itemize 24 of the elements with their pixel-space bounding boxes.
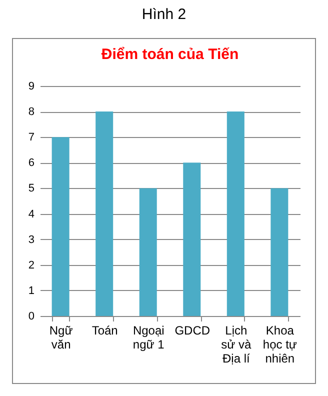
bar — [139, 188, 157, 316]
y-tick-label: 0 — [28, 310, 34, 322]
y-tick-label: 9 — [28, 80, 34, 92]
x-tick-label: Ngữ văn — [49, 324, 73, 352]
bar — [96, 112, 114, 316]
y-tick-label: 8 — [28, 106, 34, 118]
y-tick-label: 1 — [28, 284, 34, 297]
x-tick-label: Khoa học tự nhiên — [262, 324, 297, 366]
y-tick-label: 7 — [28, 132, 34, 144]
bar — [270, 188, 288, 316]
text: Hình 2 — [140, 6, 188, 25]
bar — [183, 162, 201, 316]
x-tick-label: Toán — [92, 324, 118, 338]
y-tick-label: 6 — [28, 157, 34, 170]
x-tick-label: Ngoại ngữ 1 — [132, 324, 165, 352]
y-tick-label: 5 — [28, 182, 34, 195]
x-tick-label: GDCD — [174, 324, 210, 338]
bar — [226, 112, 244, 316]
y-tick-label: 3 — [28, 234, 34, 246]
x-tick-label: Lịch sử và Địa lí — [221, 324, 252, 366]
y-tick-label: 4 — [28, 208, 34, 220]
y-tick-label: 2 — [28, 259, 34, 272]
bar — [52, 137, 70, 316]
chart-title: Điểm toán của Tiến — [101, 46, 239, 63]
